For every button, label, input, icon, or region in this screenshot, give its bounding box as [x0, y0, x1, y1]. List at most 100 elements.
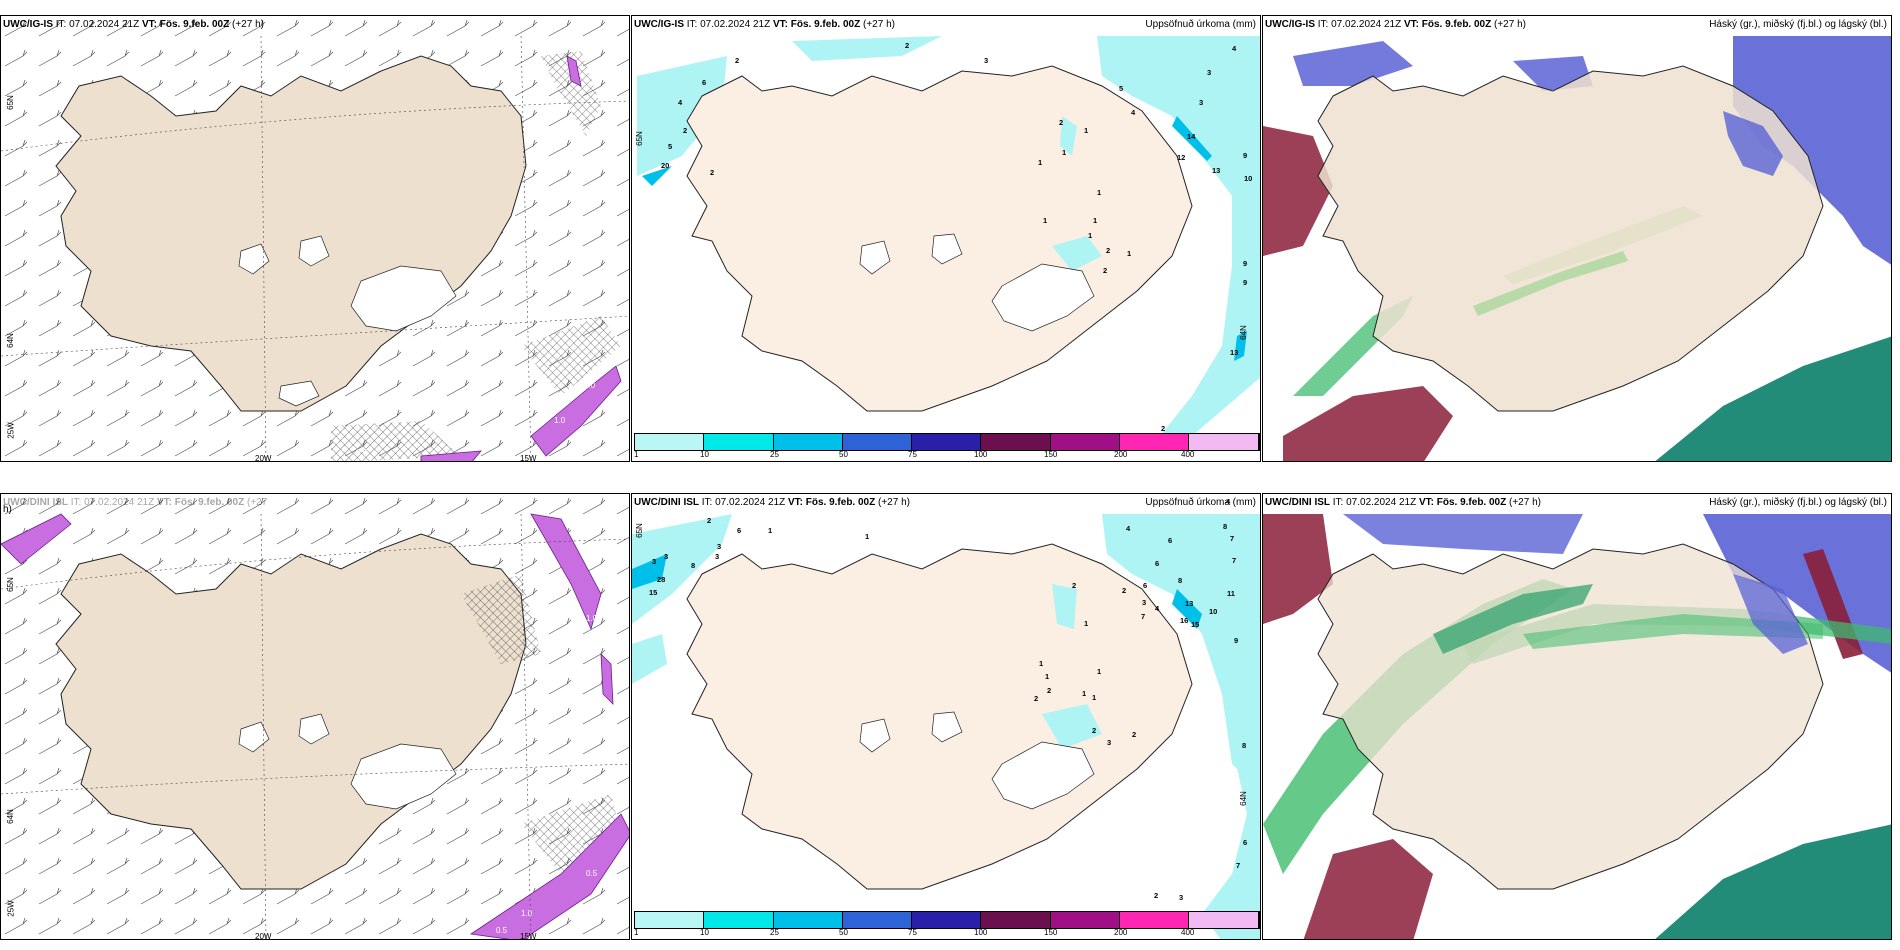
- colorbar-swatches: [634, 911, 1260, 929]
- wind-high-zone-northwest: [1, 513, 72, 565]
- precip-value: 7: [1236, 861, 1241, 870]
- precip-value: 2: [1103, 266, 1108, 275]
- valid-time-label: VT:: [787, 497, 803, 508]
- precip-value: 3: [1142, 598, 1147, 607]
- panel-precip-igis: UWC/IG-IS IT: 07.02.2024 21Z VT: Fös. 9.…: [631, 15, 1261, 462]
- precip-value: 3: [652, 557, 657, 566]
- glacier-myrdals: [278, 380, 320, 407]
- precip-value: 20: [661, 161, 670, 170]
- precip-value: 3: [1107, 738, 1112, 747]
- wind-map: [1, 16, 629, 461]
- precip-value: 1: [865, 532, 870, 541]
- valid-time-label: VT:: [141, 19, 157, 30]
- precip-zone-east: [1102, 514, 1260, 792]
- valid-time-label: VT:: [772, 19, 788, 30]
- glacier-hofsjokull: [931, 233, 963, 265]
- colorbar-swatch: [1120, 434, 1190, 450]
- model-name: UWC/IG-IS: [3, 19, 53, 30]
- colorbar-swatch: [1189, 912, 1259, 928]
- precip-value: 12: [1177, 153, 1186, 162]
- precip-value: 1: [1043, 216, 1048, 225]
- wind-value-label: 0.5: [496, 926, 508, 935]
- glacier-vatnajokull: [350, 265, 457, 332]
- precip-value: 4: [1155, 604, 1160, 613]
- lead-time: (+27: [247, 497, 268, 508]
- glacier-langjokull: [859, 718, 891, 753]
- precip-value: 2: [710, 168, 715, 177]
- low-cloud-south: [1303, 839, 1433, 939]
- colorbar-swatch: [704, 912, 774, 928]
- lon-label-25w: 25W: [6, 900, 16, 917]
- colorbar-swatch: [1189, 434, 1259, 450]
- precip-value: 1: [1084, 619, 1089, 628]
- valid-time: Fös. 9.feb. 00Z: [1436, 497, 1507, 508]
- precip-value: 4: [1126, 524, 1131, 533]
- panel-header: UWC/DINI ISL IT: 07.02.2024 21Z VT: Fös.…: [1263, 494, 1891, 512]
- precip-value: 10: [1209, 607, 1218, 616]
- precip-value: 3: [1199, 98, 1204, 107]
- precip-value: 2: [1034, 694, 1039, 703]
- precip-value: 2: [1122, 586, 1127, 595]
- high-cloud-over-land: [1733, 574, 1808, 654]
- precip-value: 7: [1230, 534, 1235, 543]
- colorbar-tick: 100: [974, 928, 988, 937]
- glacier-langjokull: [238, 243, 270, 275]
- precip-value: 2: [683, 126, 688, 135]
- lat-label-64n: 64N: [1238, 791, 1248, 806]
- precip-value: 6: [1155, 559, 1160, 568]
- wind-high-zone: [530, 365, 622, 457]
- colorbar-tick: 25: [770, 450, 779, 459]
- colorbar-tick: 150: [1044, 450, 1058, 459]
- precip-value: 16: [1180, 616, 1189, 625]
- lon-label-20w: 20W: [255, 454, 272, 462]
- precip-value: 7: [1232, 556, 1237, 565]
- glacier-langjokull: [859, 240, 891, 275]
- colorbar-swatch: [773, 434, 843, 450]
- precip-inland: [1060, 116, 1077, 156]
- lon-label-15w: 15W: [520, 932, 537, 940]
- model-name: UWC/DINI ISL: [634, 497, 699, 508]
- precip-band: [1172, 589, 1202, 629]
- glacier-hofsjokull: [298, 713, 330, 745]
- precip-value: 3: [664, 552, 669, 561]
- precip-value: 2: [1161, 424, 1166, 433]
- wind-high-zone-south: [420, 450, 482, 461]
- valid-time-label: VT:: [156, 497, 172, 508]
- precip-band: [1172, 116, 1212, 161]
- precip-zone-west: [632, 634, 667, 684]
- precip-value: 2: [707, 516, 712, 525]
- precip-value: 3: [984, 56, 989, 65]
- glacier-langjokull: [238, 721, 270, 753]
- precip-value: 9: [1243, 278, 1248, 287]
- precip-value: 2: [905, 41, 910, 50]
- precip-value: 6: [1143, 581, 1148, 590]
- valid-time-label: VT:: [1418, 497, 1434, 508]
- precip-value: 1: [1092, 693, 1097, 702]
- panel-wind-dini: UWC/DINI ISL IT: 07.02.2024 21Z VT: Fös.…: [0, 493, 630, 940]
- precip-value: 2: [1092, 726, 1097, 735]
- model-name: UWC/DINI ISL: [1265, 497, 1330, 508]
- precip-value: 8: [1242, 741, 1247, 750]
- panel-header: UWC/DINI ISL IT: 07.02.2024 21Z VT: Fös.…: [632, 494, 1260, 512]
- hatch-area-southeast: [521, 316, 621, 396]
- wind-high-zone-north: [566, 55, 582, 87]
- colorbar-labels: 1 10 25 50 75 100 150 200 400: [634, 450, 1260, 460]
- panel-subtitle: Uppsöfnuð úrkoma (mm): [1145, 497, 1256, 508]
- lat-label-65n: 65N: [634, 523, 644, 538]
- precip-value: 10: [1244, 174, 1253, 183]
- low-cloud-west: [1263, 514, 1333, 624]
- precip-value: 2: [1072, 581, 1077, 590]
- colorbar-swatch: [1120, 912, 1190, 928]
- graticule: [1, 35, 629, 461]
- colorbar-tick: 25: [770, 928, 779, 937]
- precip-value: 2: [1059, 118, 1064, 127]
- colorbar-swatch: [842, 434, 913, 450]
- valid-time: Fös. 9.feb. 00Z: [805, 497, 876, 508]
- precip-value: 28: [657, 575, 666, 584]
- precip-value: 3: [1207, 68, 1212, 77]
- high-cloud-north: [1343, 514, 1583, 554]
- precip-value: 13: [1185, 599, 1194, 608]
- model-name: UWC/IG-IS: [1265, 19, 1315, 30]
- lat-label-65n: 65N: [5, 577, 15, 592]
- panel-header: UWC/IG-IS IT: 07.02.2024 21Z VT: Fös. 9.…: [1263, 16, 1891, 34]
